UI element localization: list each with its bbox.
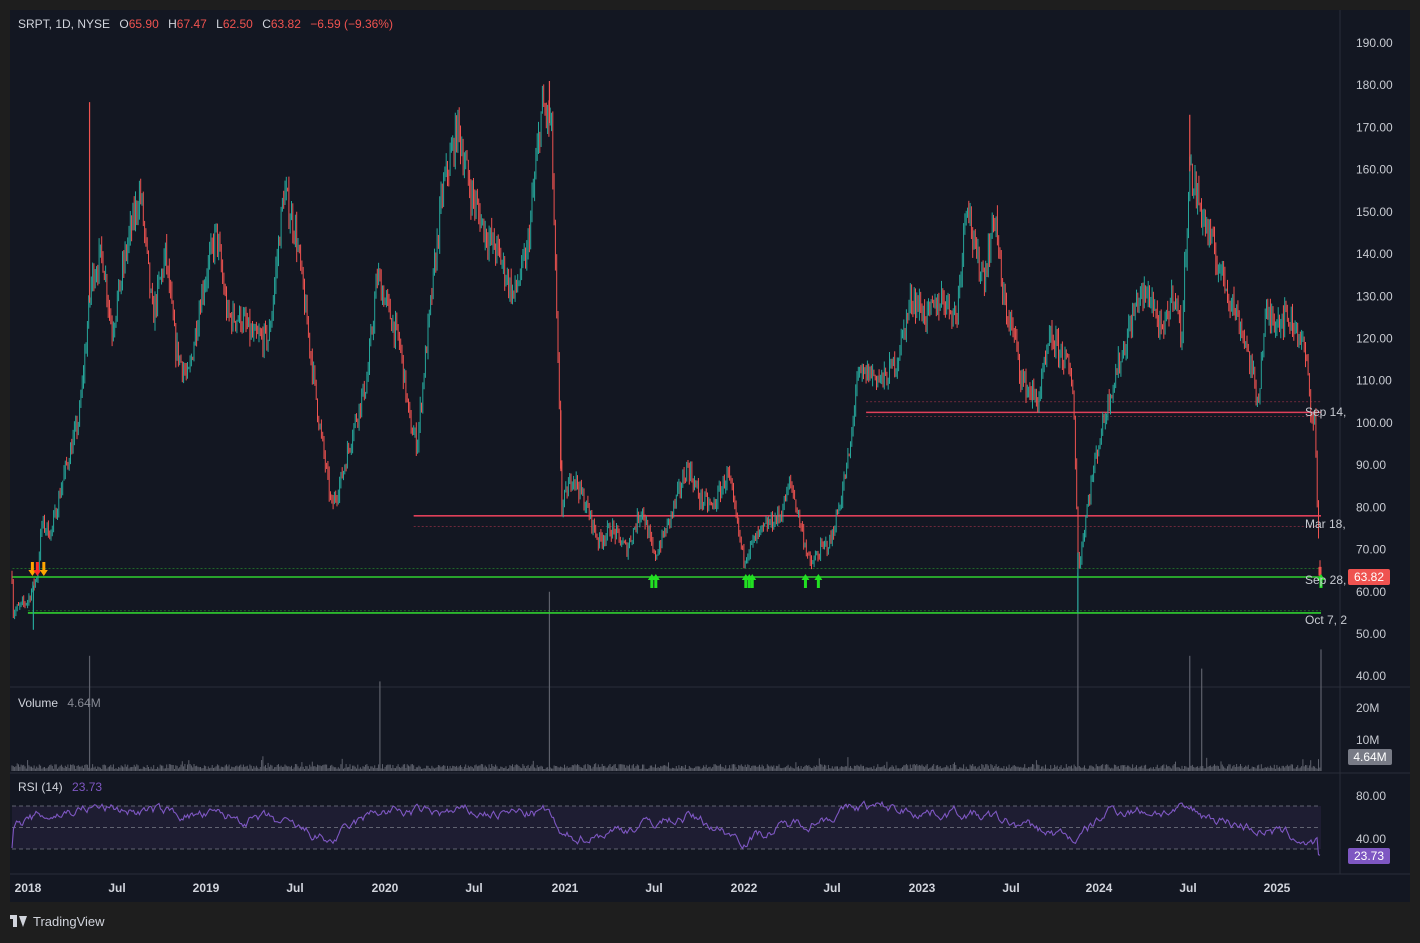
signal-up-stem xyxy=(654,580,658,588)
signal-up-stem xyxy=(750,580,754,588)
legend-o-label: O xyxy=(119,17,128,31)
signal-up-stem xyxy=(1319,580,1323,588)
time-tick: 2023 xyxy=(909,881,936,895)
price-tick: 180.00 xyxy=(1356,78,1393,92)
rsi-legend: RSI (14) 23.73 xyxy=(18,780,102,794)
volume-label: Volume xyxy=(18,696,58,710)
legend-change: −6.59 (−9.36%) xyxy=(310,17,393,31)
rsi-label: RSI (14) xyxy=(18,780,63,794)
volume-tick-10m: 10M xyxy=(1356,733,1379,747)
time-tick: Jul xyxy=(286,881,303,895)
time-tick: 2022 xyxy=(731,881,758,895)
price-tick: 190.00 xyxy=(1356,36,1393,50)
signal-up-stem xyxy=(816,580,820,588)
last-price-text: 63.82 xyxy=(1354,570,1384,584)
price-tick: 70.00 xyxy=(1356,543,1386,557)
price-tick: 40.00 xyxy=(1356,669,1386,683)
volume-last-text: 4.64M xyxy=(1353,750,1386,764)
level-label: Sep 14, xyxy=(1305,405,1346,419)
price-tick: 170.00 xyxy=(1356,120,1393,134)
signal-up-arrow xyxy=(651,574,660,580)
signal-up-stem xyxy=(747,580,751,588)
time-tick: Jul xyxy=(1002,881,1019,895)
price-tick: 160.00 xyxy=(1356,163,1393,177)
time-tick: 2018 xyxy=(15,881,42,895)
time-tick: Jul xyxy=(1179,881,1196,895)
rsi-last-text: 23.73 xyxy=(1354,849,1384,863)
price-tick: 90.00 xyxy=(1356,458,1386,472)
last-price-tag xyxy=(1348,569,1390,585)
price-tick: 120.00 xyxy=(1356,332,1393,346)
time-tick: 2020 xyxy=(372,881,399,895)
legend-l-label: L xyxy=(216,17,223,31)
price-tick: 130.00 xyxy=(1356,289,1393,303)
level-label: Mar 18, xyxy=(1305,517,1346,531)
signal-up-stem xyxy=(650,580,654,588)
rsi-series xyxy=(11,800,1321,856)
price-tick: 80.00 xyxy=(1356,500,1386,514)
rsi-last-tag xyxy=(1348,848,1390,864)
legend-h-label: H xyxy=(168,17,177,31)
price-tick: 50.00 xyxy=(1356,627,1386,641)
volume-legend: Volume 4.64M xyxy=(18,696,101,710)
brand-text: TradingView xyxy=(33,913,105,929)
time-tick: 2021 xyxy=(552,881,579,895)
price-tick: 110.00 xyxy=(1356,374,1392,388)
legend-l-value: 62.50 xyxy=(223,17,253,31)
time-tick: 2025 xyxy=(1264,881,1291,895)
rsi-value: 23.73 xyxy=(72,780,102,794)
last-candle-body xyxy=(1318,566,1322,576)
signal-down-stem xyxy=(35,562,39,570)
tradingview-logo-icon xyxy=(10,915,28,927)
signal-up-stem xyxy=(803,580,807,588)
time-axis[interactable]: 2018 Jul 2019 Jul 2020 Jul 2021 Jul 2022 Jul 2023 J… xyxy=(15,881,1291,895)
signal-up-stem xyxy=(744,580,748,588)
rsi-tick-40: 40.00 xyxy=(1356,832,1386,846)
price-candles[interactable] xyxy=(11,80,1322,630)
level-label: Oct 7, 2 xyxy=(1305,613,1347,627)
signal-up-arrow xyxy=(814,574,823,580)
signal-down-arrow xyxy=(39,570,48,576)
time-tick: Jul xyxy=(823,881,840,895)
legend-c-label: C xyxy=(262,17,271,31)
legend-o-value: 65.90 xyxy=(129,17,159,31)
signal-down-stem xyxy=(30,562,34,570)
price-tick: 140.00 xyxy=(1356,247,1393,261)
level-label: Sep 28, xyxy=(1305,573,1346,587)
price-axis[interactable]: 190.00 180.00 170.00 160.00 150.00 140.00 130.… xyxy=(1356,36,1393,683)
time-tick: Jul xyxy=(108,881,125,895)
signal-down-stem xyxy=(42,562,46,570)
volume-value: 4.64M xyxy=(67,696,100,710)
level-lines xyxy=(12,401,1321,614)
time-tick: 2019 xyxy=(193,881,220,895)
volume-last-tag xyxy=(1348,749,1392,765)
rsi-line xyxy=(11,800,1321,856)
price-tick: 150.00 xyxy=(1356,205,1393,219)
time-tick: Jul xyxy=(645,881,662,895)
signal-down-arrow xyxy=(33,570,42,576)
signal-up-arrow xyxy=(1317,574,1325,580)
rsi-pane[interactable] xyxy=(12,805,1321,850)
volume-tick-20m: 20M xyxy=(1356,701,1379,715)
level-labels: Sep 14, Mar 18, Sep 28, Oct 7, 2 xyxy=(1305,405,1347,627)
time-tick: 2024 xyxy=(1086,881,1113,895)
price-tick: 100.00 xyxy=(1356,416,1393,430)
rsi-tick-80: 80.00 xyxy=(1356,789,1386,803)
chart-background xyxy=(10,10,1410,902)
signal-up-arrow xyxy=(748,574,757,580)
legend-c-value: 63.82 xyxy=(271,17,301,31)
legend-header: SRPT, 1D, NYSE O65.90 H67.47 L62.50 C63.… xyxy=(18,17,393,31)
legend-symbol: SRPT, 1D, NYSE xyxy=(18,17,110,31)
signal-arrows xyxy=(28,562,1325,588)
price-tick: 60.00 xyxy=(1356,585,1386,599)
tradingview-brand[interactable]: TradingView xyxy=(10,912,105,930)
time-tick: Jul xyxy=(465,881,482,895)
signal-up-arrow xyxy=(801,574,810,580)
legend-h-value: 67.47 xyxy=(177,17,207,31)
